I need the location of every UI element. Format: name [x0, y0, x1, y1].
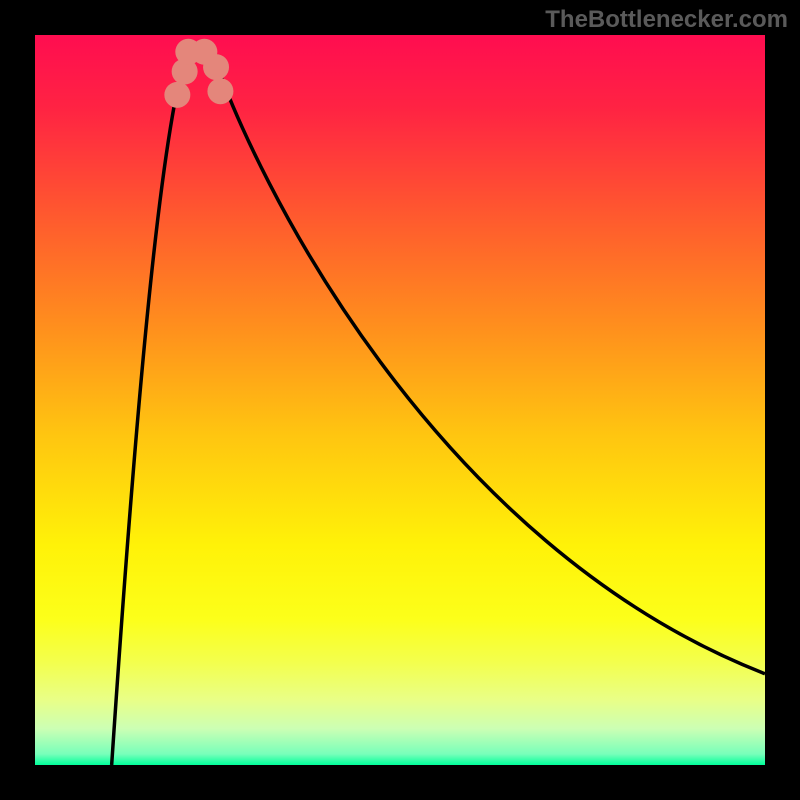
- marker-point: [207, 78, 233, 104]
- marker-point: [164, 82, 190, 108]
- right-curve: [210, 46, 765, 674]
- marker-point: [203, 54, 229, 80]
- chart-container: TheBottlenecker.com: [0, 0, 800, 800]
- left-curve: [112, 46, 189, 765]
- watermark-text: TheBottlenecker.com: [545, 6, 788, 34]
- bottleneck-curve-plot: [0, 0, 800, 800]
